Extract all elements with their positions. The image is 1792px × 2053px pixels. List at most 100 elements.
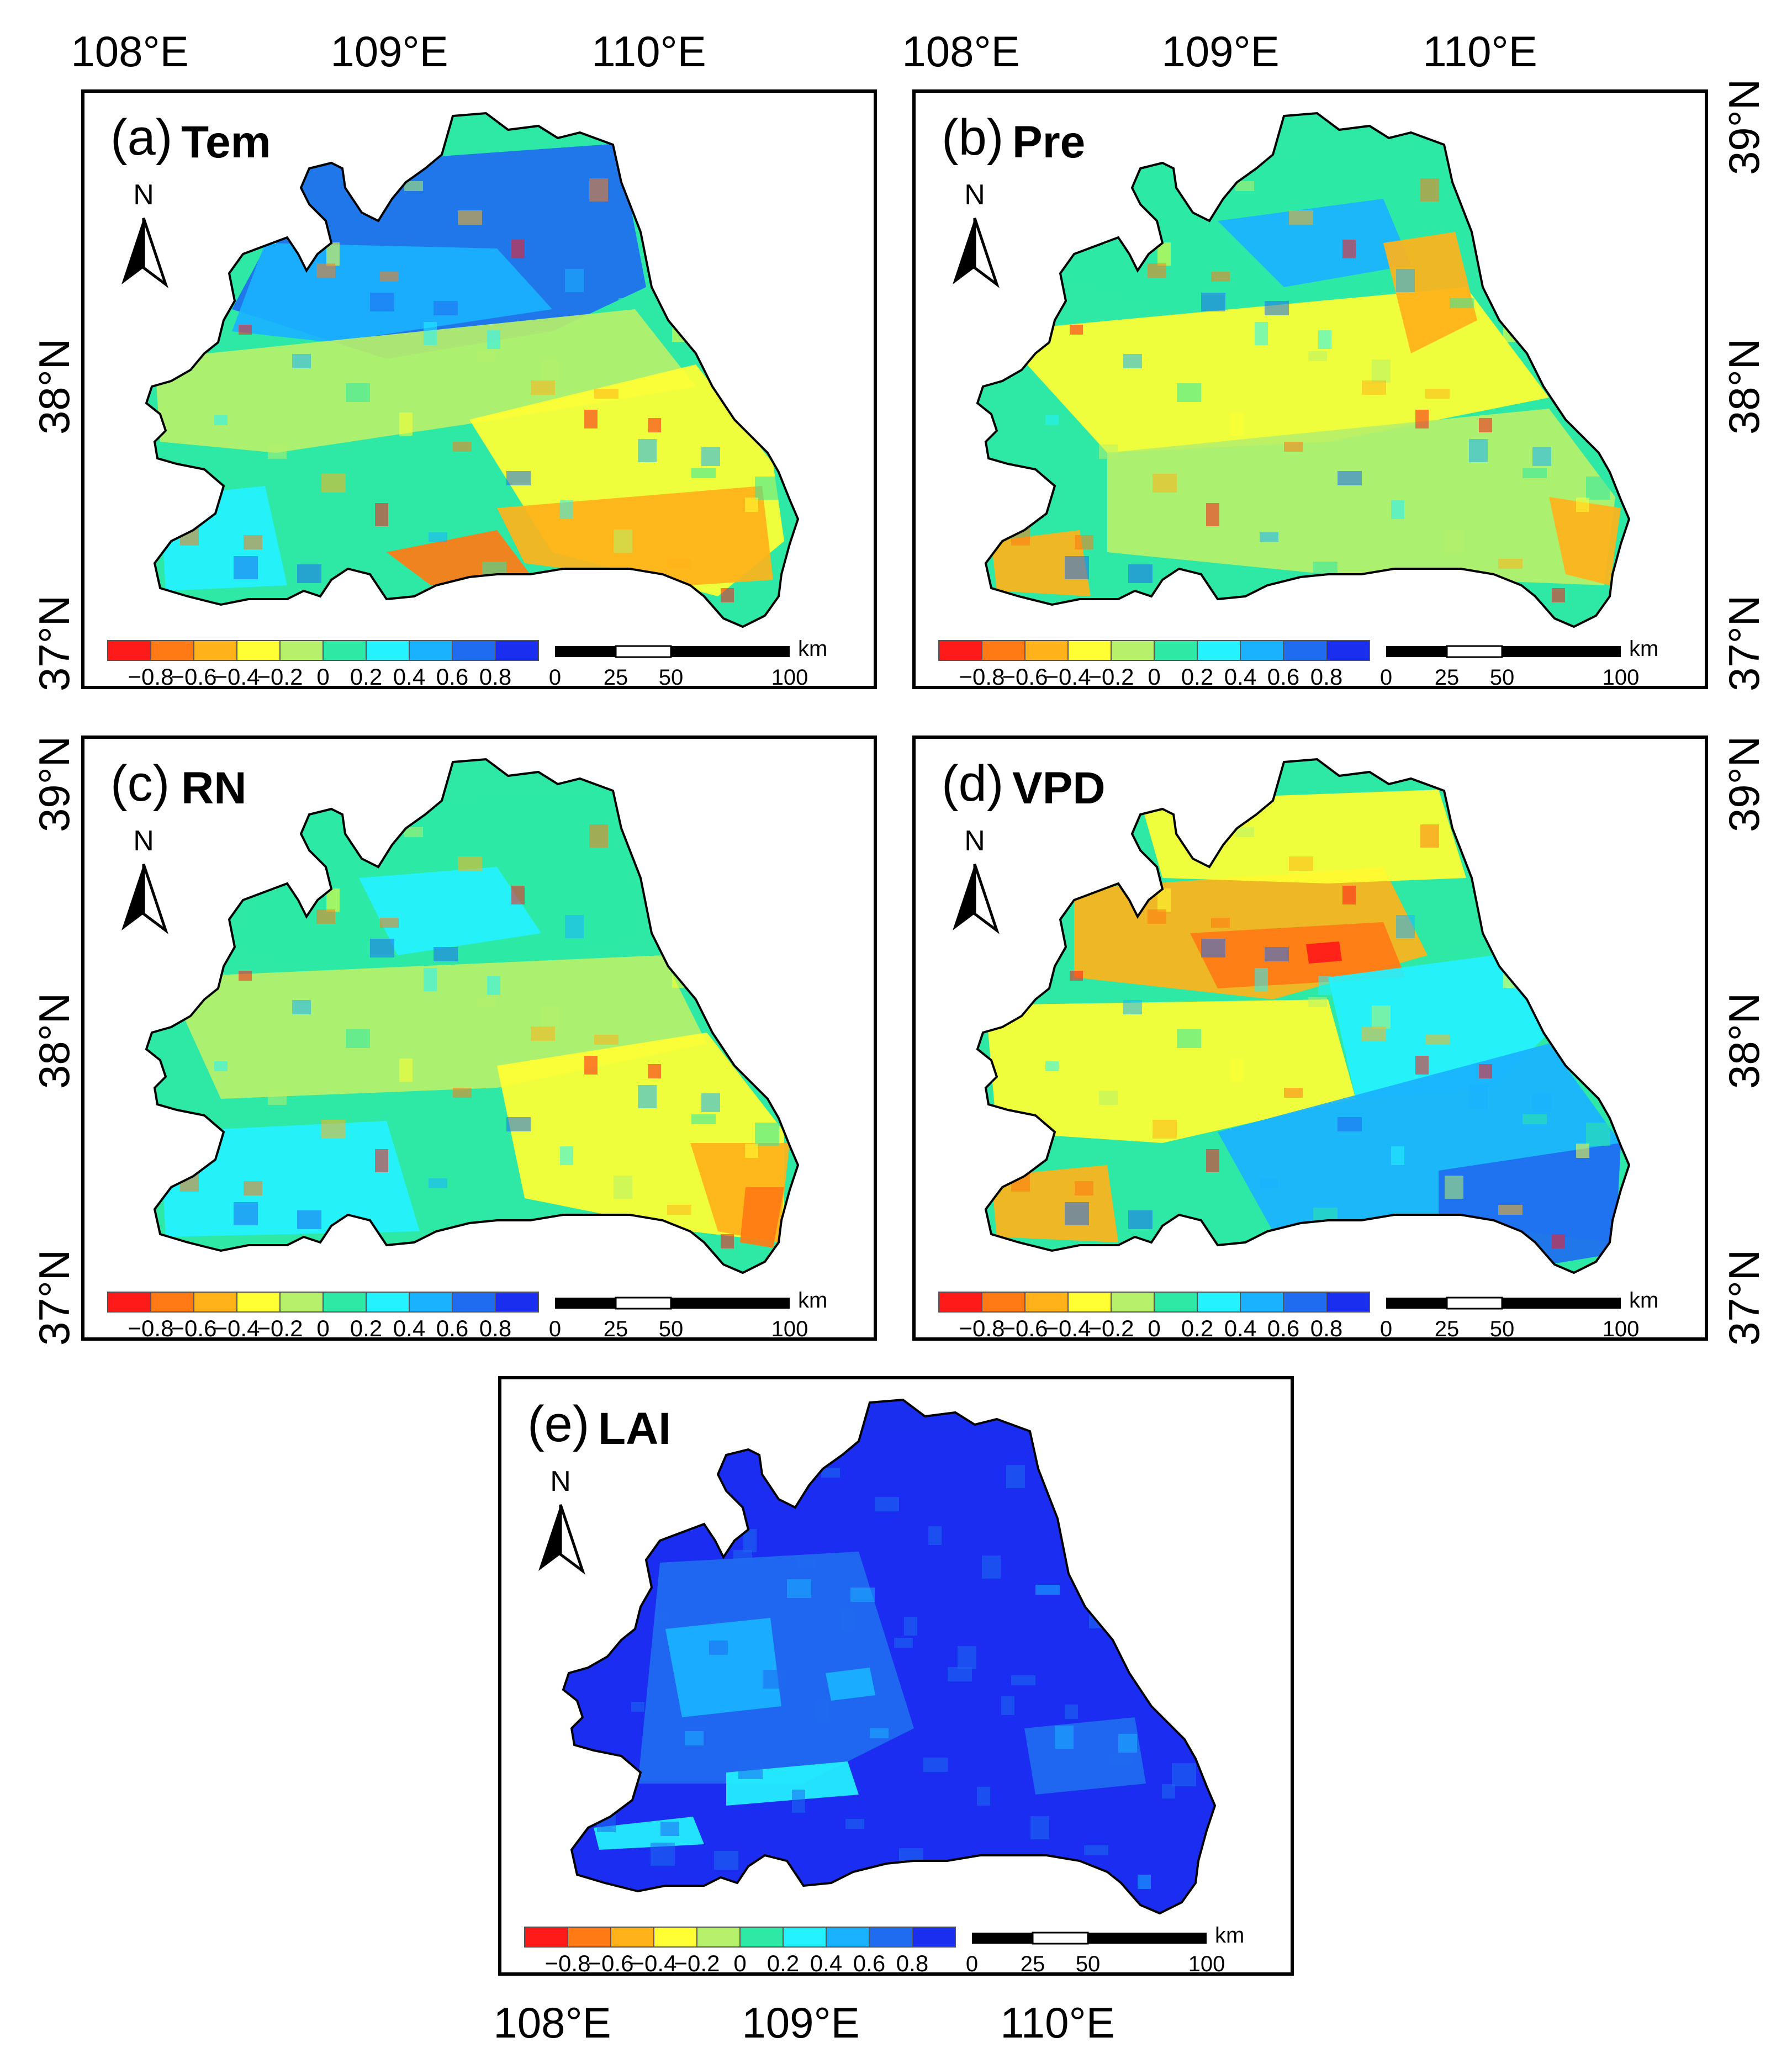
raster-speckle: [380, 272, 399, 282]
scale-tick-label: 50: [659, 665, 684, 690]
lon-top-tick-left-panel-110: 110°E: [591, 27, 706, 76]
raster-speckle: [1162, 1784, 1175, 1798]
raster-speckle: [297, 564, 321, 583]
raster-speckle: [1586, 477, 1610, 500]
raster-speckle: [1084, 1845, 1108, 1855]
map-panel-rn: (c) RN N −0.8−0.6−0.4−0.2 0 0.2 0.4 0.6 0.8 km 0 25…: [81, 736, 877, 1341]
colorbar-tick-label: −0.2: [257, 664, 303, 690]
scale-unit: km: [798, 1288, 827, 1313]
raster-speckle: [1255, 968, 1268, 991]
raster-speckle: [763, 1670, 787, 1689]
raster-speckle: [1338, 471, 1362, 485]
colorbar-tick-label: 0.2: [350, 1315, 382, 1341]
raster-speckle: [1099, 1091, 1118, 1105]
colorbar-tick-label: 0: [733, 1950, 746, 1976]
raster-speckle: [660, 1822, 679, 1836]
raster-speckle: [1128, 1210, 1153, 1229]
raster-speckle: [1206, 1149, 1219, 1172]
raster-speckle: [685, 1731, 704, 1745]
scale-bar: km 0 25 50 100: [1380, 637, 1658, 690]
raster-speckle: [721, 1234, 734, 1248]
lat-right-middle-37: 37°N: [1720, 1250, 1768, 1346]
colorbar-swatch: [150, 640, 194, 661]
raster-speckle: [656, 1611, 669, 1621]
colorbar-swatch: [1197, 1292, 1241, 1313]
raster-speckle: [375, 1149, 388, 1172]
raster-speckle: [244, 1181, 262, 1195]
panel-variable: LAI: [598, 1404, 671, 1454]
raster-speckle: [214, 415, 228, 425]
raster-speckle: [429, 1178, 447, 1188]
raster-speckle: [1308, 997, 1327, 1007]
colorbar-tick-label: −0.2: [257, 1315, 303, 1341]
raster-speckle: [375, 503, 388, 526]
raster-speckle: [1045, 1061, 1059, 1071]
raster-speckle: [1265, 301, 1289, 315]
raster-speckle: [850, 1588, 875, 1602]
colorbar-tick-label: −0.2: [1088, 1315, 1134, 1341]
raster-zone: [991, 530, 1091, 596]
raster-speckle: [923, 1758, 948, 1772]
colorbar-swatch: [323, 1292, 367, 1313]
raster-speckle: [565, 269, 584, 292]
raster-zone: [665, 1618, 781, 1717]
colorbar-swatch: [938, 640, 982, 661]
map-panel-vpd: (d) VPD N −0.8−0.6−0.4−0.2 0 0.2 0.4 0.6 0.8 km 0 2…: [912, 736, 1708, 1341]
colorbar-swatch: [981, 640, 1025, 661]
lat-right-middle-39: 39°N: [1720, 736, 1768, 832]
north-arrow-icon: N: [953, 825, 997, 930]
colorbar-tick-label: 0.4: [1224, 1315, 1256, 1341]
raster-speckle: [346, 1029, 370, 1048]
raster-speckle: [584, 410, 598, 428]
raster-speckle: [1260, 1178, 1278, 1188]
colorbar-tick-label: −0.4: [214, 1315, 260, 1341]
scale-tick-label: 50: [659, 1317, 684, 1341]
colorbar-swatch: [912, 1927, 956, 1948]
colorbar-swatch: [1111, 640, 1155, 661]
raster-zone: [986, 999, 1356, 1143]
raster-speckle: [531, 380, 555, 395]
colorbar-swatch: [739, 1927, 784, 1948]
panel-variable: Tem: [181, 117, 271, 167]
lon-bottom-tick-108: 108°E: [493, 1998, 611, 2047]
scale-tick-label: 25: [1021, 1952, 1045, 1976]
region-outline: [145, 758, 800, 1274]
raster-speckle: [1123, 1000, 1142, 1014]
colorbar-tick-label: −0.8: [128, 1315, 174, 1341]
raster-speckle: [1177, 1029, 1201, 1048]
raster-speckle: [1099, 445, 1118, 459]
raster-zone: [1306, 941, 1342, 964]
raster-speckle: [1065, 1705, 1078, 1719]
raster-speckle: [316, 263, 335, 278]
raster-speckle: [506, 1117, 531, 1131]
raster-speckle: [701, 447, 720, 466]
colorbar-swatch: [938, 1292, 982, 1313]
raster-speckle: [667, 1205, 691, 1215]
raster-speckle: [584, 1056, 598, 1075]
north-letter: N: [964, 825, 985, 857]
raster-speckle: [560, 1146, 573, 1165]
scale-tick-label: 25: [1435, 1317, 1460, 1341]
raster-speckle: [821, 1468, 840, 1478]
raster-speckle: [1075, 1181, 1093, 1195]
colorbar-swatch: [279, 640, 324, 661]
raster-speckle: [1138, 1875, 1151, 1889]
panel-variable: Pre: [1012, 117, 1085, 167]
colorbar-tick-label: 0.6: [1267, 1315, 1299, 1341]
raster-speckle: [797, 1558, 816, 1568]
raster-speckle: [1045, 415, 1059, 425]
raster-speckle: [1289, 210, 1313, 225]
scale-segment: [615, 645, 672, 658]
raster-speckle: [1289, 856, 1313, 871]
scale-unit: km: [798, 637, 827, 661]
raster-speckle: [560, 500, 573, 519]
colorbar-tick-label: 0: [316, 1315, 329, 1341]
colorbar-swatch: [869, 1927, 913, 1948]
raster-speckle: [565, 915, 584, 938]
raster-speckle: [370, 293, 394, 311]
lat-left-middle-37: 37°N: [30, 1250, 78, 1346]
lat-right-upper-37: 37°N: [1720, 595, 1768, 691]
raster-speckle: [1576, 1144, 1589, 1158]
raster-speckle: [755, 477, 779, 500]
scale-bar: km 0 25 50 100: [549, 1288, 827, 1341]
